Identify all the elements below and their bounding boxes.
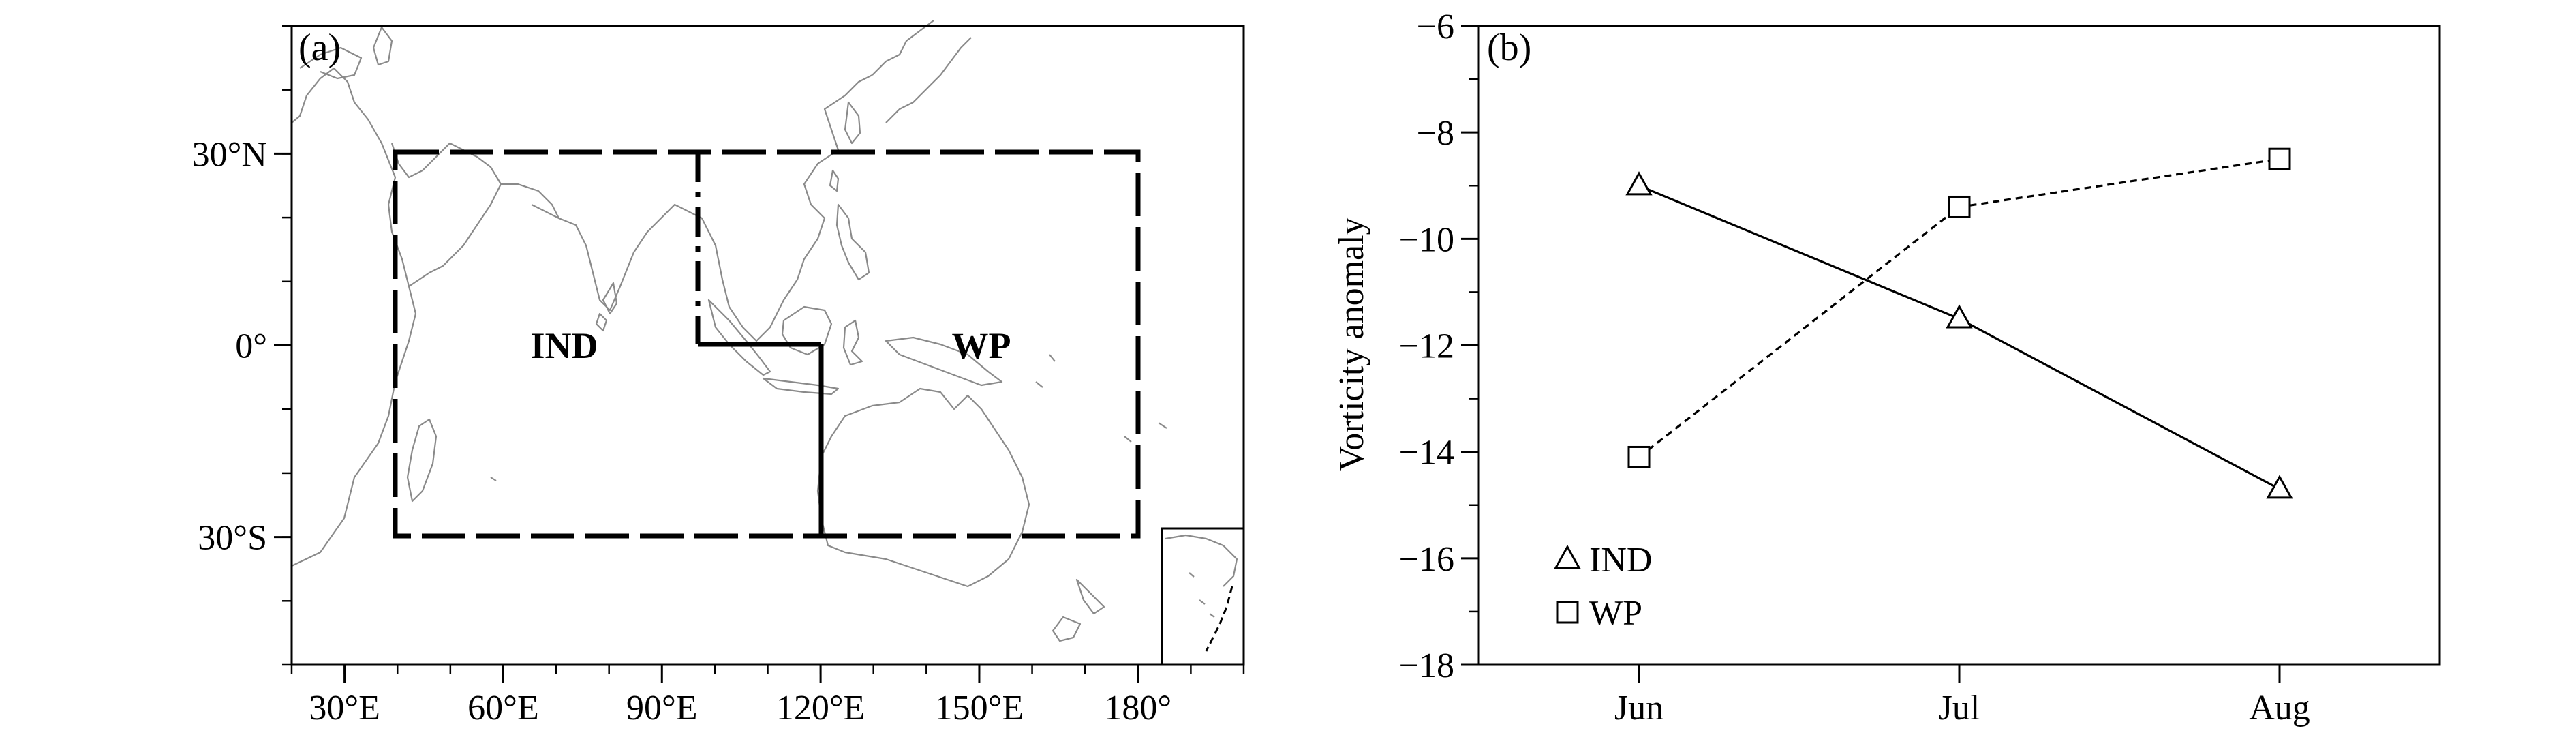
x-tick-label: 150°E (935, 689, 1024, 728)
y-tick-label: −10 (1399, 220, 1454, 259)
y-tick-label: 30°S (198, 519, 267, 558)
data-point-ind (2266, 475, 2293, 499)
y-tick-label: −18 (1399, 646, 1454, 685)
y-tick-label: −12 (1399, 327, 1454, 366)
x-tick-label: 180° (1104, 689, 1171, 728)
legend-marker-ind (1554, 544, 1581, 569)
map-panel: IND WP (a) 30°E 60°E 90°E 120°E 150°E 180°30°… (192, 20, 1245, 728)
y-tick-label: −14 (1399, 434, 1454, 473)
panel-a-label: (a) (298, 27, 341, 69)
x-tick-label: 30°E (309, 689, 380, 728)
data-point-wp (1627, 445, 1651, 468)
y-tick-label: −16 (1399, 540, 1454, 579)
outer-region-box (393, 149, 1141, 539)
y-tick-label: −8 (1417, 114, 1454, 153)
x-tick-label: 90°E (626, 689, 698, 728)
y-tick-label: 30°N (192, 135, 267, 174)
legend-label-ind: IND (1589, 541, 1652, 580)
data-point-wp (2268, 147, 2291, 170)
inset-map (1161, 527, 1245, 666)
data-point-ind (1946, 304, 1973, 329)
data-point-ind (1625, 171, 1653, 196)
region-label-wp: WP (952, 325, 1011, 366)
legend-label-wp: WP (1589, 594, 1642, 633)
map-axis-ticks: 30°E 60°E 90°E 120°E 150°E 180° 30°N 0° 30°S (192, 25, 1245, 728)
x-tick-label: Jul (1939, 689, 1980, 728)
y-tick-label: 0° (235, 327, 267, 366)
region-boxes (393, 149, 1141, 539)
series-line-ind (1638, 184, 2280, 490)
panel-b-label: (b) (1487, 27, 1531, 69)
legend-marker-wp (1556, 601, 1579, 624)
x-tick-label: Aug (2249, 689, 2310, 728)
chart-axis-ticks: −6 −8 −10 −12 −14 −16 −18 Jun Jul Aug (1399, 8, 2310, 728)
y-axis-title: Vorticity anomaly (1332, 217, 1371, 471)
chart-series (1625, 147, 2293, 499)
line-chart-panel: (b) Vorticity anomaly −6 −8 −10 −12 −14 −16 −1… (1332, 8, 2441, 728)
x-tick-label: 60°E (467, 689, 539, 728)
data-point-wp (1948, 195, 1971, 218)
x-tick-label: 120°E (776, 689, 865, 728)
chart-legend: IND WP (1554, 541, 1652, 633)
y-tick-label: −6 (1417, 8, 1454, 46)
x-tick-label: Jun (1614, 689, 1663, 728)
coastlines (291, 20, 1167, 642)
region-label-ind: IND (530, 325, 598, 366)
